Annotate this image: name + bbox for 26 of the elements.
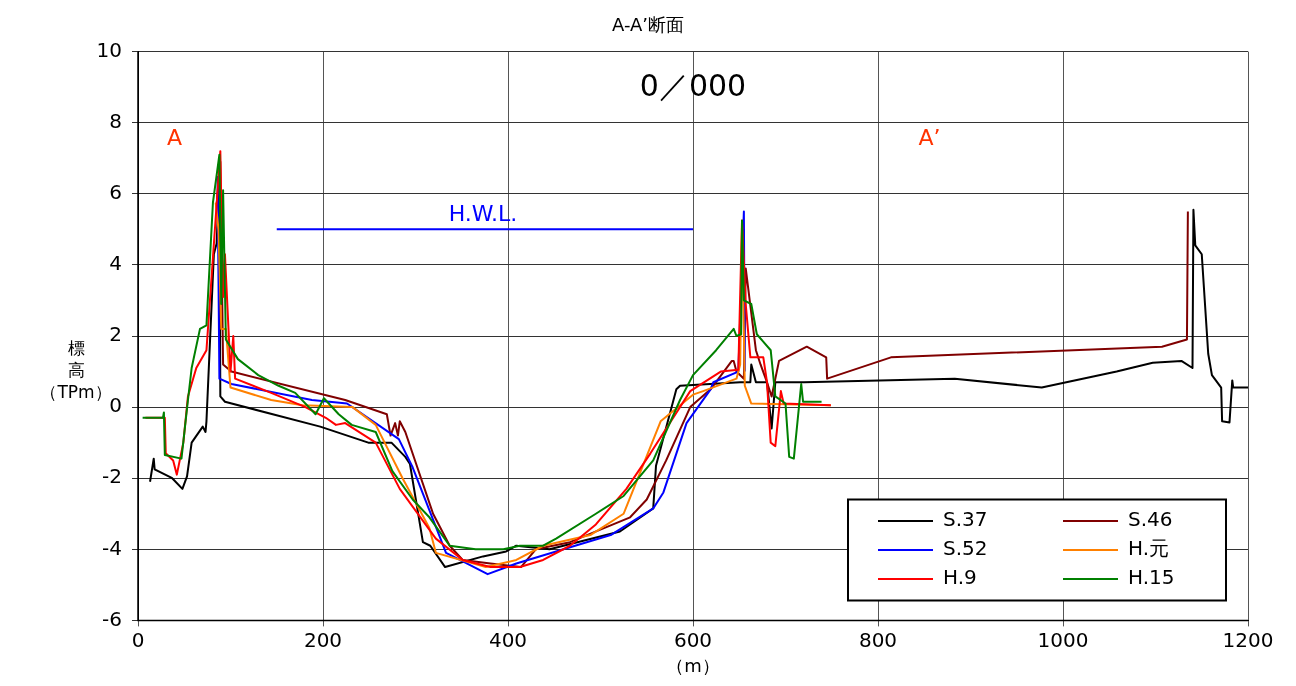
y-tick-label: 0 (109, 393, 122, 418)
y-tick-label: -4 (102, 535, 122, 560)
x-tick-label: 200 (303, 627, 343, 652)
legend-label: S.52 (943, 536, 988, 561)
y-tick-label: 2 (109, 322, 122, 347)
x-tick-label: 400 (488, 627, 528, 652)
annotation: A (167, 125, 183, 151)
legend-label: S.46 (1128, 507, 1173, 532)
y-tick-label: -6 (102, 606, 122, 631)
legend-label: H.9 (943, 565, 977, 590)
x-tick-label: 1200 (1222, 627, 1274, 652)
x-tick-label: 1000 (1037, 627, 1089, 652)
y-tick-label: 10 (96, 37, 122, 62)
y-tick-label: 8 (109, 108, 122, 133)
x-tick-label: 800 (858, 627, 898, 652)
x-axis-title: （m） (666, 654, 720, 676)
y-tick-label: 6 (109, 180, 122, 204)
legend-label: S.37 (943, 507, 988, 532)
annotation: A’ (918, 125, 941, 151)
x-tick-label: 0 (131, 627, 145, 652)
legend-label: H.15 (1128, 565, 1175, 590)
y-tick-label: 4 (109, 251, 122, 276)
legend-label: H.元 (1128, 536, 1170, 561)
chart-title: A-A’断面 (611, 14, 685, 36)
x-tick-label: 600 (673, 627, 713, 652)
y-tick-label: -2 (102, 464, 122, 489)
